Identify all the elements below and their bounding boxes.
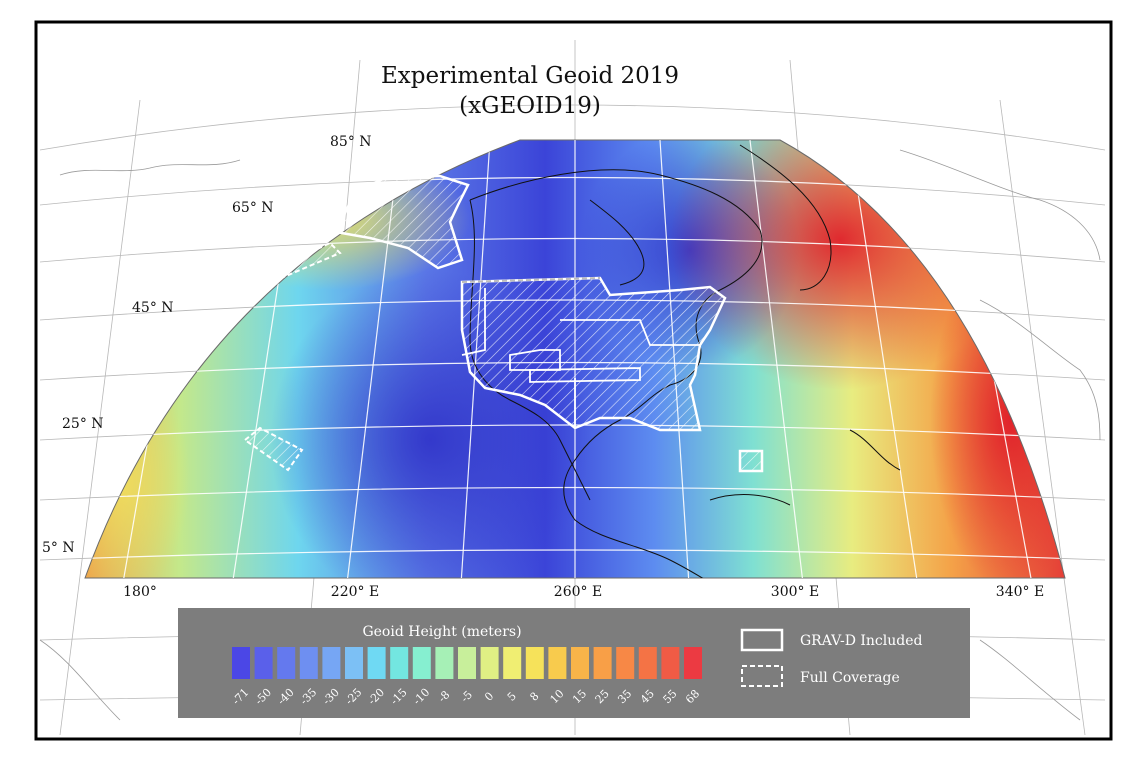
legend-swatch [367, 647, 386, 679]
background-coastlines [39, 149, 1101, 721]
coverage-regions [243, 174, 764, 473]
legend-title: Geoid Height (meters) [362, 624, 521, 640]
lon-label-340: 340° E [996, 584, 1044, 600]
region-aleutians [243, 241, 342, 292]
longitude-labels: 180° 220° E 260° E 300° E 340° E [123, 584, 1044, 600]
lon-label-260: 260° E [554, 584, 602, 600]
lat-label-85: 85° N [330, 134, 372, 150]
legend-swatch [345, 647, 363, 679]
legend-swatch [254, 647, 273, 679]
lat-label-45: 45° N [132, 300, 174, 316]
legend-swatch [638, 647, 657, 679]
legend-swatch [480, 647, 499, 679]
legend-swatches [232, 647, 702, 679]
legend-swatch [299, 647, 318, 679]
full-coverage-label: Full Coverage [800, 670, 900, 686]
legend-swatch [435, 647, 454, 679]
legend-swatch [571, 647, 589, 679]
legend-swatch [277, 647, 296, 679]
lon-label-300: 300° E [771, 584, 819, 600]
title-line-1: Experimental Geoid 2019 [381, 63, 679, 89]
map-outline [84, 139, 1066, 579]
lat-label-65: 65° N [232, 200, 274, 216]
legend-swatch [412, 647, 431, 679]
latitude-labels: 85° N 65° N 45° N 25° N 5° N [42, 134, 372, 556]
title-line-2: (xGEOID19) [459, 93, 601, 119]
legend-swatch [684, 647, 702, 679]
legend-swatch [616, 647, 635, 679]
grav-d-included-label: GRAV-D Included [800, 633, 922, 649]
legend-swatch [322, 647, 341, 679]
lon-label-220: 220° E [331, 584, 379, 600]
region-puerto-rico [738, 449, 764, 473]
legend-swatch [503, 647, 522, 679]
legend-swatch [548, 647, 567, 679]
legend-swatch [593, 647, 612, 679]
legend-swatch [458, 647, 476, 679]
region-alaska [334, 174, 470, 270]
grav-d-included-swatch [740, 628, 784, 652]
legend-swatch [525, 647, 544, 679]
region-conus [460, 276, 727, 432]
full-coverage-swatch [741, 665, 783, 687]
region-hawaii [243, 426, 304, 472]
lat-label-5: 5° N [42, 540, 75, 556]
legend-swatch [661, 647, 680, 679]
legend-swatch [232, 647, 250, 679]
lon-label-180: 180° [123, 584, 157, 600]
lat-label-25: 25° N [62, 416, 104, 432]
legend-swatch [390, 647, 409, 679]
